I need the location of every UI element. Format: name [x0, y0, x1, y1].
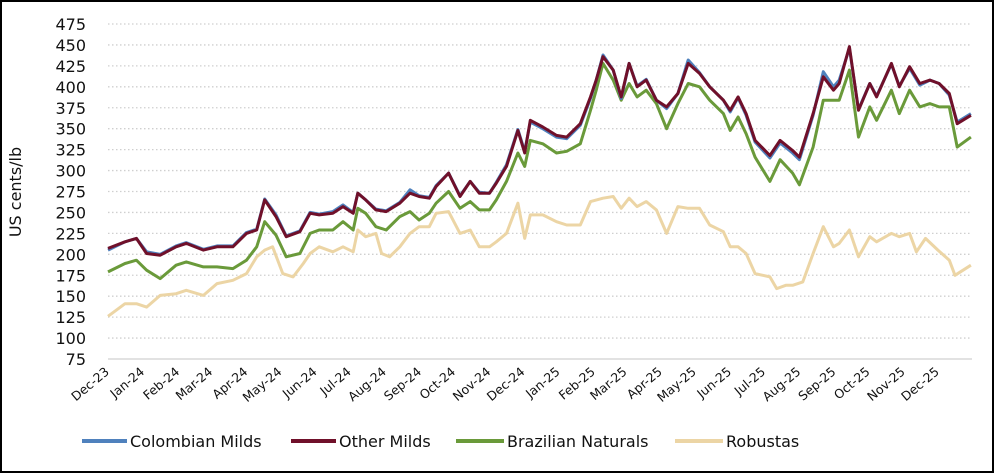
- y-tick-label: 475: [55, 15, 86, 34]
- x-tick-label: May-25: [654, 364, 699, 405]
- x-tick-label: Dec-24: [484, 364, 528, 404]
- legend-label: Brazilian Naturals: [507, 432, 648, 451]
- x-axis-ticks: Dec-23Jan-24Feb-24Mar-24Apr-24May-24Jun-…: [68, 364, 942, 405]
- y-tick-label: 200: [55, 245, 86, 264]
- x-tick-label: Sep-24: [381, 364, 424, 404]
- legend-item: Colombian Milds: [82, 432, 262, 451]
- x-tick-label: Sep-25: [795, 364, 838, 404]
- y-tick-label: 100: [55, 329, 86, 348]
- y-tick-label: 325: [55, 141, 86, 160]
- series-lines: [107, 45, 972, 318]
- x-tick-label: Mar-24: [173, 364, 216, 403]
- x-tick-label: Jun-24: [279, 364, 320, 402]
- x-tick-label: Dec-23: [68, 364, 112, 404]
- y-tick-label: 250: [55, 203, 86, 222]
- series-line-robustas: [107, 195, 972, 318]
- y-tick-label: 400: [55, 78, 86, 97]
- x-tick-label: Aug-24: [345, 364, 389, 404]
- y-tick-label: 375: [55, 99, 86, 118]
- y-tick-label: 125: [55, 308, 86, 327]
- legend-item: Robustas: [675, 432, 799, 451]
- y-tick-label: 175: [55, 266, 86, 285]
- x-tick-label: Dec-25: [898, 364, 942, 404]
- x-tick-label: Mar-25: [587, 364, 630, 403]
- legend-item: Other Milds: [291, 432, 431, 451]
- x-tick-label: May-24: [240, 364, 285, 405]
- legend-label: Robustas: [726, 432, 799, 451]
- series-line-brazilian-naturals: [107, 61, 972, 281]
- legend: Colombian Milds Other Milds Brazilian Natu…: [82, 432, 799, 451]
- x-tick-label: Jan-24: [106, 364, 147, 402]
- legend-label: Colombian Milds: [130, 432, 262, 451]
- series-line-other-milds: [107, 45, 972, 257]
- x-tick-label: Jun-25: [693, 364, 734, 402]
- x-tick-label: Aug-25: [759, 364, 803, 404]
- y-tick-label: 75: [66, 350, 86, 369]
- y-tick-label: 300: [55, 162, 86, 181]
- x-tick-label: Jan-25: [522, 364, 563, 402]
- y-axis-label: US cents/lb: [6, 147, 25, 237]
- y-tick-label: 225: [55, 224, 86, 243]
- y-tick-label: 425: [55, 57, 86, 76]
- y-tick-label: 275: [55, 183, 86, 202]
- y-tick-label: 350: [55, 120, 86, 139]
- y-tick-label: 450: [55, 36, 86, 55]
- y-tick-label: 150: [55, 287, 86, 306]
- x-tick-label: Nov-24: [450, 364, 494, 404]
- x-tick-label: Nov-25: [864, 364, 908, 404]
- legend-item: Brazilian Naturals: [456, 432, 648, 451]
- legend-label: Other Milds: [339, 432, 431, 451]
